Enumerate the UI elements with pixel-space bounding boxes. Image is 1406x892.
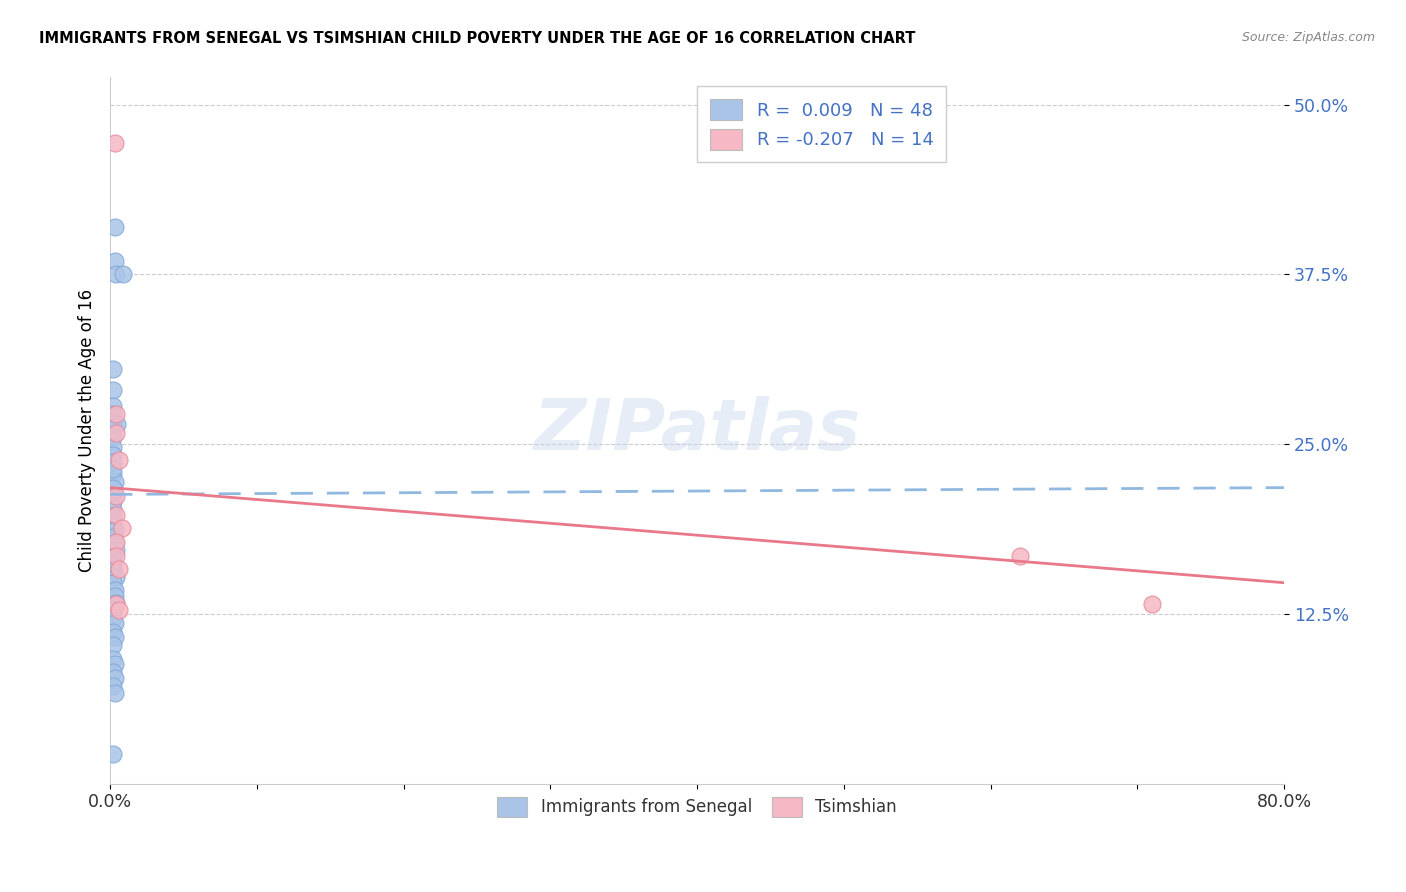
Point [105, 596, 128, 610]
Point [105, 489, 128, 503]
Point [101, 509, 124, 524]
Point [108, 603, 131, 617]
Point [101, 467, 124, 481]
Point [101, 430, 124, 444]
Point [103, 657, 125, 672]
Point [103, 475, 125, 490]
Point [101, 747, 124, 761]
Point [101, 399, 124, 413]
Text: ZIPatlas: ZIPatlas [533, 396, 860, 465]
Point [101, 489, 124, 503]
Point [101, 461, 124, 475]
Point [105, 598, 128, 612]
Point [105, 407, 128, 421]
Point [101, 679, 124, 693]
Point [101, 407, 124, 421]
Point [1008, 549, 1031, 563]
Point [101, 502, 124, 516]
Point [108, 562, 131, 576]
Point [101, 652, 124, 666]
Point [111, 521, 134, 535]
Y-axis label: Child Poverty Under the Age of 16: Child Poverty Under the Age of 16 [79, 289, 96, 572]
Point [101, 564, 124, 578]
Point [103, 219, 125, 234]
Point [101, 417, 124, 431]
Text: IMMIGRANTS FROM SENEGAL VS TSIMSHIAN CHILD POVERTY UNDER THE AGE OF 16 CORRELATI: IMMIGRANTS FROM SENEGAL VS TSIMSHIAN CHI… [39, 31, 915, 46]
Point [103, 671, 125, 685]
Point [103, 686, 125, 700]
Point [101, 481, 124, 495]
Point [101, 549, 124, 564]
Point [101, 611, 124, 625]
Point [105, 549, 128, 563]
Point [101, 638, 124, 652]
Point [101, 362, 124, 376]
Point [101, 383, 124, 397]
Point [101, 440, 124, 454]
Point [103, 589, 125, 603]
Point [101, 494, 124, 508]
Point [105, 535, 128, 549]
Point [112, 268, 135, 282]
Point [105, 426, 128, 441]
Point [103, 582, 125, 597]
Point [101, 529, 124, 543]
Legend: Immigrants from Senegal, Tsimshian: Immigrants from Senegal, Tsimshian [489, 789, 905, 825]
Point [105, 543, 128, 558]
Point [103, 536, 125, 550]
Text: Source: ZipAtlas.com: Source: ZipAtlas.com [1241, 31, 1375, 45]
Point [1140, 598, 1163, 612]
Point [107, 417, 129, 431]
Point [103, 136, 125, 150]
Point [101, 665, 124, 680]
Point [103, 253, 125, 268]
Point [108, 453, 131, 467]
Point [103, 523, 125, 537]
Point [101, 624, 124, 639]
Point [101, 557, 124, 571]
Point [105, 268, 128, 282]
Point [103, 630, 125, 644]
Point [105, 570, 128, 584]
Point [103, 616, 125, 631]
Point [101, 448, 124, 462]
Point [101, 575, 124, 590]
Point [101, 603, 124, 617]
Point [101, 516, 124, 530]
Point [105, 508, 128, 522]
Point [101, 455, 124, 469]
